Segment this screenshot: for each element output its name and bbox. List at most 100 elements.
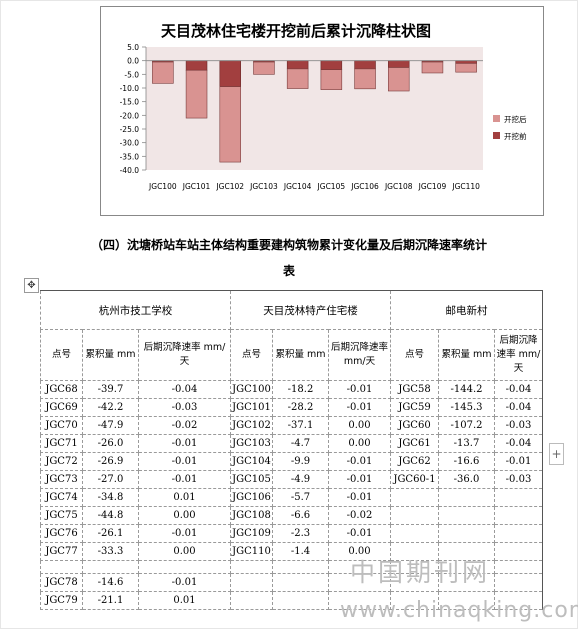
group-header-row: 杭州市技工学校 天目茂林特产住宅楼 邮电新村 — [40, 290, 543, 330]
bar-jgc100-after — [152, 61, 174, 84]
table-cell: 0.01 — [138, 488, 231, 507]
table-cell: -0.04 — [494, 434, 543, 453]
table-cell: JGC77 — [40, 542, 83, 561]
legend-swatch-after — [493, 115, 500, 122]
y-tick-label: -15.0 — [120, 98, 140, 107]
y-tick-label: 0.0 — [127, 57, 139, 66]
table-cell: JGC59 — [390, 398, 439, 417]
table-cell: -47.9 — [82, 416, 139, 435]
table-caption-line2: 表 — [282, 264, 295, 278]
bar-jgc108-before — [388, 60, 410, 68]
table-cell: -4.9 — [272, 470, 329, 489]
table-cell: -0.03 — [138, 398, 231, 417]
table-cell: -0.01 — [328, 488, 391, 507]
table-cell: -0.02 — [328, 506, 391, 525]
table-cell: -42.2 — [82, 398, 139, 417]
table-cell — [494, 488, 543, 507]
x-tick-label: JGC109 — [418, 182, 447, 191]
plus-icon[interactable]: + — [549, 443, 564, 465]
table-cell — [40, 560, 83, 574]
table-cell: -34.8 — [82, 488, 139, 507]
y-tick-label: 5.0 — [127, 43, 139, 52]
table-cell: -28.2 — [272, 398, 329, 417]
table-cell: JGC103 — [230, 434, 273, 453]
table-cell: JGC79 — [40, 591, 83, 610]
table-cell: -13.7 — [438, 434, 495, 453]
table-cell: -16.6 — [438, 452, 495, 471]
table-cell: -107.2 — [438, 416, 495, 435]
column-header: 点号 — [40, 329, 83, 381]
table-cell — [494, 524, 543, 543]
bar-jgc106-after — [354, 68, 376, 90]
move-icon[interactable]: ✥ — [24, 278, 39, 293]
table-cell: -0.04 — [138, 380, 231, 399]
table-row: JGC79 -21.1 0.01 — [40, 591, 543, 610]
table-cell: -0.01 — [138, 573, 231, 592]
table-cell — [438, 488, 495, 507]
table-cell: JGC75 — [40, 506, 83, 525]
y-tick-label: -25.0 — [120, 125, 140, 134]
table-cell: JGC61 — [390, 434, 439, 453]
table-cell: -26.9 — [82, 452, 139, 471]
table-cell: JGC60-1 — [390, 470, 439, 489]
table-cell — [272, 591, 329, 610]
table-cell — [494, 560, 543, 574]
table-cell: -0.01 — [328, 452, 391, 471]
bar-jgc101-before — [185, 60, 208, 71]
legend-swatch-before — [493, 132, 500, 139]
table-cell: -36.0 — [438, 470, 495, 489]
table-cell: -145.3 — [438, 398, 495, 417]
table-cell: -6.6 — [272, 506, 329, 525]
table-cell: JGC60 — [390, 416, 439, 435]
table-cell — [82, 560, 139, 574]
table-cell: 0.00 — [328, 434, 391, 453]
bar-jgc102-after — [219, 86, 241, 163]
table-cell — [494, 506, 543, 525]
table-cell: JGC110 — [230, 542, 273, 561]
table-cell: -0.01 — [138, 524, 231, 543]
x-tick-label: JGC101 — [182, 182, 211, 191]
group-header: 杭州市技工学校 — [40, 290, 231, 330]
bar-jgc103-after — [253, 61, 275, 75]
table-cell: JGC102 — [230, 416, 273, 435]
table-cell — [390, 506, 439, 525]
legend-label-after: 开挖后 — [504, 114, 527, 124]
table-cell: JGC72 — [40, 452, 83, 471]
column-header: 累积量 mm — [82, 329, 139, 381]
table-row: JGC69 -42.2 -0.03 JGC101 -28.2 -0.01 JGC59 -145… — [40, 398, 543, 417]
table-cell — [494, 542, 543, 561]
x-tick-label: JGC108 — [384, 182, 413, 191]
table-cell — [272, 573, 329, 592]
table-cell: JGC68 — [40, 380, 83, 399]
bar-jgc104-before — [286, 60, 309, 70]
y-tick-label: -20.0 — [120, 111, 140, 120]
table-cell: -0.02 — [138, 416, 231, 435]
table-cell: -0.03 — [494, 416, 543, 435]
table-cell — [494, 573, 543, 592]
table-cell: -9.9 — [272, 452, 329, 471]
table-cell: -144.2 — [438, 380, 495, 399]
table-cell: -37.1 — [272, 416, 329, 435]
table-cell — [390, 488, 439, 507]
y-tick-label: -35.0 — [120, 152, 140, 161]
table-cell: -44.8 — [82, 506, 139, 525]
table-row: JGC73 -27.0 -0.01 JGC105 -4.9 -0.01 JGC60-1 -36… — [40, 470, 543, 489]
column-header: 后期沉降速率 mm/天 — [328, 329, 391, 381]
table-cell: -0.01 — [328, 524, 391, 543]
chart-frame: 天目茂林住宅楼开挖前后累计沉降柱状图 5.0 0.0 -5.0 -10.0 -15.0 -2… — [100, 6, 544, 216]
column-header: 累积量 mm — [272, 329, 329, 381]
table-row: JGC68 -39.7 -0.04 JGC100 -18.2 -0.01 JGC58 -144… — [40, 380, 543, 399]
table-cell: 0.00 — [138, 542, 231, 561]
legend-label-before: 开挖前 — [504, 131, 527, 141]
table-cell: JGC78 — [40, 573, 83, 592]
x-tick-label: JGC102 — [215, 182, 244, 191]
table-row: JGC71 -26.0 -0.01 JGC103 -4.7 0.00 JGC61 -13.7-… — [40, 434, 543, 453]
group-header: 天目茂林特产住宅楼 — [230, 290, 391, 330]
table-cell: JGC105 — [230, 470, 273, 489]
bar-jgc109-after — [421, 61, 444, 74]
table-cell: JGC73 — [40, 470, 83, 489]
table-cell: -0.04 — [494, 398, 543, 417]
table-cell: -39.7 — [82, 380, 139, 399]
table-cell: -26.0 — [82, 434, 139, 453]
x-tick-label: JGC100 — [148, 182, 177, 191]
